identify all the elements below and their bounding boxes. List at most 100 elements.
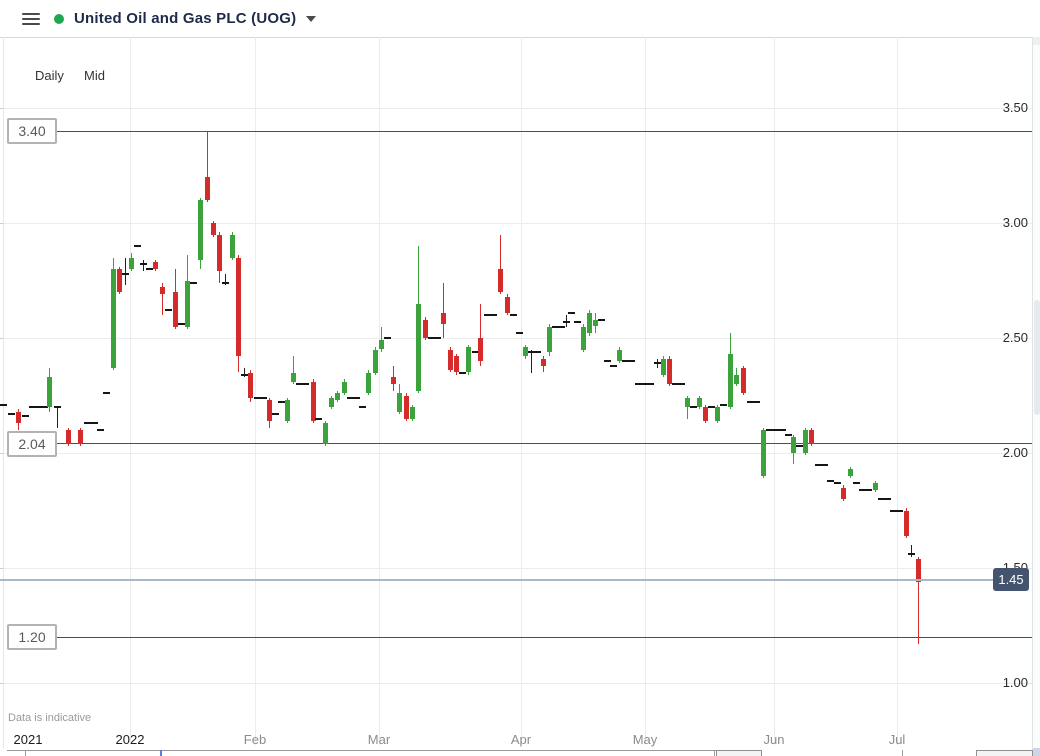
doji-mark — [140, 263, 147, 266]
time-scrollbar-handle[interactable] — [160, 750, 162, 756]
current-price-badge: 1.45 — [993, 568, 1029, 591]
chevron-down-icon[interactable] — [306, 15, 317, 22]
candle-body — [734, 374, 739, 384]
x-axis-label: May — [632, 732, 658, 747]
doji-mark — [434, 337, 441, 339]
candle-wick — [443, 282, 444, 338]
time-scrollbar-segment[interactable] — [976, 750, 1033, 756]
doji-mark — [347, 396, 354, 399]
instrument-header: United Oil and Gas PLC (UOG) — [0, 0, 1040, 38]
doji-mark — [272, 412, 279, 415]
doji-mark — [678, 383, 685, 385]
time-scrollbar[interactable] — [7, 750, 760, 751]
doji-mark — [753, 401, 760, 404]
candle-body — [593, 319, 598, 327]
doji-mark — [428, 337, 435, 339]
doji-mark — [859, 488, 866, 491]
y-axis-tick — [0, 338, 4, 339]
candle-body — [741, 367, 746, 394]
candle-body — [873, 482, 878, 490]
candle-body — [391, 377, 396, 384]
x-axis-label: Feb — [243, 732, 267, 747]
price-level-label[interactable]: 2.04 — [7, 430, 57, 457]
doji-mark — [568, 311, 575, 314]
y-axis-label: 3.50 — [1002, 100, 1028, 115]
doji-mark — [134, 245, 141, 247]
doji-mark — [821, 463, 828, 466]
doji-mark — [622, 360, 629, 362]
price-gridline — [0, 568, 1032, 569]
doji-mark — [278, 401, 285, 404]
doji-mark — [91, 422, 98, 425]
doji-mark — [884, 498, 891, 500]
candle-wick — [918, 556, 919, 644]
price-gridline — [0, 338, 1032, 339]
date-gridline — [774, 37, 775, 745]
menu-icon[interactable] — [22, 12, 40, 25]
price-level-label[interactable]: 3.40 — [7, 118, 57, 144]
y-axis-tick — [0, 453, 4, 454]
price-level-label[interactable]: 1.20 — [7, 624, 57, 650]
doji-range-wick — [125, 257, 126, 286]
candle-body — [791, 436, 796, 453]
price-gridline — [0, 453, 1032, 454]
candle-body — [498, 269, 503, 292]
doji-mark — [574, 320, 581, 323]
doji-mark — [459, 371, 466, 374]
time-scrollbar-segment[interactable] — [716, 750, 762, 756]
y-axis-label: 2.00 — [1002, 445, 1028, 460]
date-gridline — [379, 37, 380, 745]
candle-wick — [207, 131, 208, 203]
candle-body — [841, 487, 846, 499]
candle-wick — [687, 395, 688, 419]
vertical-scrollbar-thumb[interactable] — [1034, 300, 1040, 415]
doji-mark — [796, 445, 803, 448]
candle-body — [117, 269, 122, 292]
candle-body — [248, 372, 253, 398]
price-gridline — [0, 683, 1032, 684]
doji-range-wick — [225, 273, 226, 286]
doji-mark — [773, 429, 780, 431]
doji-mark — [610, 364, 617, 367]
candle-body — [423, 319, 428, 338]
vertical-scrollbar[interactable] — [1032, 37, 1040, 756]
doji-mark — [865, 488, 872, 491]
scrollbar-bottom-cap — [1033, 748, 1040, 756]
doji-mark — [260, 396, 267, 399]
doji-mark — [302, 383, 309, 385]
candle-body — [761, 430, 766, 476]
candle-body — [205, 177, 210, 200]
candle-body — [416, 303, 421, 391]
candle-body — [230, 234, 235, 258]
doji-mark — [254, 396, 261, 399]
doji-mark — [315, 417, 322, 420]
doji-mark — [103, 392, 110, 395]
date-gridline — [255, 37, 256, 745]
y-axis-tick — [0, 223, 4, 224]
doji-mark — [296, 383, 303, 385]
candle-body — [198, 200, 203, 260]
candle-body — [397, 393, 402, 412]
candle-wick — [381, 326, 382, 352]
price-type-label[interactable]: Mid — [84, 68, 105, 83]
y-axis-label: 2.50 — [1002, 330, 1028, 345]
candle-body — [373, 349, 378, 373]
price-level-line — [53, 637, 1032, 638]
x-axis-label: Jul — [888, 732, 906, 747]
doji-mark — [785, 433, 792, 436]
candle-body — [129, 257, 134, 269]
doji-mark — [641, 383, 648, 385]
candle-body — [329, 397, 334, 407]
timeframe-label[interactable]: Daily — [35, 68, 64, 83]
candle-body — [916, 558, 921, 582]
candle-body — [617, 349, 622, 361]
doji-mark — [146, 268, 153, 270]
doji-mark — [359, 406, 366, 408]
doji-range-wick — [244, 367, 245, 378]
doji-mark — [635, 383, 642, 385]
candle-body — [547, 326, 552, 352]
doji-mark — [908, 553, 915, 556]
doji-mark — [827, 479, 834, 482]
doji-mark — [84, 422, 91, 425]
